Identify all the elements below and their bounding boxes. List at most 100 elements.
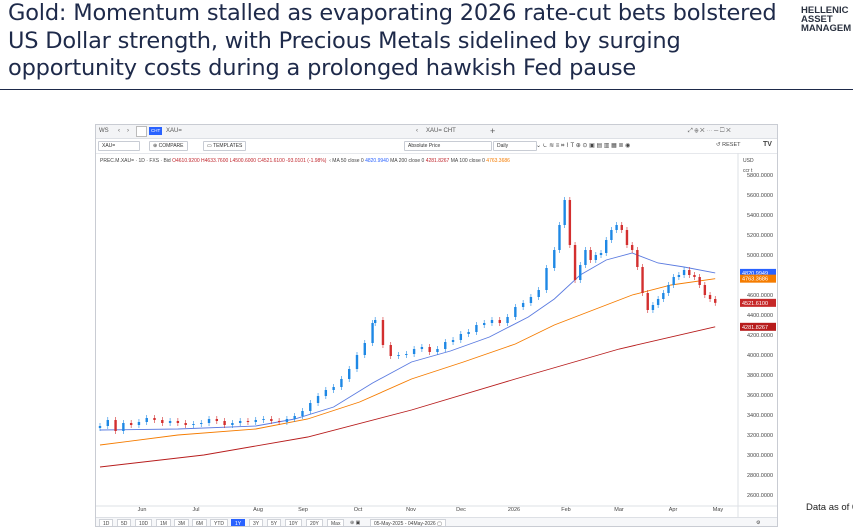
range-button-5y[interactable]: 5Y xyxy=(267,519,282,526)
candle-body xyxy=(98,426,102,428)
app-code: WS xyxy=(99,128,109,134)
candle-body xyxy=(482,323,486,325)
x-tick-label: Oct xyxy=(354,507,363,513)
price-mode-select[interactable]: Absolute Price xyxy=(404,141,492,151)
candle-body xyxy=(389,345,392,356)
candle-body xyxy=(610,230,613,240)
date-range-field[interactable]: 05-May-2025 - 04May-2026 ▢ xyxy=(370,519,446,526)
candle-body xyxy=(301,411,304,416)
reset-button[interactable]: ↺ RESET xyxy=(716,142,741,148)
candle-body xyxy=(168,421,172,423)
price-tag-label: 4281.8267 xyxy=(742,325,768,331)
x-tick-label: Apr xyxy=(669,507,678,513)
candle-body xyxy=(137,422,141,425)
price-tag xyxy=(740,274,776,283)
candle-body xyxy=(467,332,470,334)
y-tick-label: 3600.0000 xyxy=(747,393,773,399)
candle-body xyxy=(332,387,335,390)
candle-body xyxy=(579,265,582,280)
candle-body xyxy=(161,420,164,423)
candle-body xyxy=(270,419,273,421)
series-line-2 xyxy=(99,278,716,446)
legend-series: PREC.M.XAU= · 1D · FXS · Bid xyxy=(100,158,171,164)
templates-button[interactable]: ▭ TEMPLATES xyxy=(203,141,247,151)
tradingview-logo: TV xyxy=(763,141,772,148)
range-button-1y[interactable]: 1Y xyxy=(231,519,246,526)
range-button-1m[interactable]: 1M xyxy=(156,519,171,526)
candle-body xyxy=(277,421,281,422)
range-button-6m[interactable]: 6M xyxy=(192,519,207,526)
price-chart[interactable]: 5800.0000 5600.0000 5400.0000 5200.0000 5000… xyxy=(96,125,778,517)
x-tick-label: Mar xyxy=(614,507,624,513)
candle-body xyxy=(106,420,109,426)
candle-body xyxy=(688,270,691,275)
range-button-max[interactable]: Max xyxy=(327,519,345,526)
legend-ma100-value: 4763.3686 xyxy=(486,158,510,164)
candle-body xyxy=(381,320,385,345)
candle-body xyxy=(630,245,634,250)
range-button-1d[interactable]: 1D xyxy=(99,519,114,526)
price-tag-label: 4763.3686 xyxy=(742,277,768,283)
candle-body xyxy=(662,293,665,299)
x-tick-label: Aug xyxy=(253,507,263,513)
price-tag xyxy=(740,298,776,307)
scale-mode[interactable]: ccr t xyxy=(743,168,753,174)
candle-body xyxy=(615,225,618,230)
title-divider xyxy=(0,89,853,90)
interval-select[interactable]: Daily xyxy=(493,141,537,151)
back-icon[interactable]: ‹ xyxy=(118,128,120,134)
candle-body xyxy=(636,250,639,267)
candle-body xyxy=(490,320,494,323)
templates-label: TEMPLATES xyxy=(213,143,243,149)
candle-body xyxy=(651,305,655,310)
legend-ma50: MA 50 close 0 xyxy=(332,158,364,164)
candle-body xyxy=(599,253,603,255)
dropdown-icon[interactable]: ‹ xyxy=(416,128,418,134)
range-button-10y[interactable]: 10Y xyxy=(285,519,302,526)
y-tick-label: 4400.0000 xyxy=(747,313,773,319)
ticker-search-icon[interactable] xyxy=(136,126,147,137)
candle-body xyxy=(475,325,478,332)
x-tick-label: Feb xyxy=(561,507,570,513)
candle-body xyxy=(667,285,670,293)
new-tab-button[interactable]: + xyxy=(490,126,496,136)
forward-icon[interactable]: › xyxy=(127,128,129,134)
y-tick-label: 5200.0000 xyxy=(747,233,773,239)
compare-button[interactable]: ⊕ COMPARE xyxy=(149,141,188,151)
price-tag xyxy=(740,268,776,277)
ticker-input[interactable]: XAU= xyxy=(166,128,182,134)
candle-body xyxy=(656,299,660,305)
range-button-ytd[interactable]: YTD xyxy=(210,519,228,526)
range-button-3m[interactable]: 3M xyxy=(174,519,189,526)
candle-body xyxy=(176,421,180,423)
price-tag-label: 4820.9949 xyxy=(742,271,768,277)
calendar-icon[interactable]: ⊕ ▣ xyxy=(350,520,361,526)
candle-body xyxy=(444,342,447,349)
candle-body xyxy=(215,419,219,421)
range-button-10d[interactable]: 10D xyxy=(135,519,153,526)
x-tick-label: May xyxy=(713,507,724,513)
candle-body xyxy=(129,423,133,425)
legend-ma100: MA 100 close 0 xyxy=(450,158,485,164)
symbol-field[interactable]: XAU= xyxy=(98,141,140,151)
candle-body xyxy=(363,343,366,355)
candle-body xyxy=(529,297,533,303)
range-button-5d[interactable]: 5D xyxy=(117,519,132,526)
y-tick-label: 4600.0000 xyxy=(747,293,773,299)
range-button-20y[interactable]: 20Y xyxy=(306,519,323,526)
drawing-tools[interactable]: ⌄ ⏾ ≋ ≡ ⌗ ⌇ T ⊕ ⊙ ▣ ▤ ▥ ▦ ≣ ◉ xyxy=(536,143,631,149)
candle-body xyxy=(293,416,296,419)
candle-body xyxy=(420,347,424,349)
candle-body xyxy=(184,423,187,425)
candle-body xyxy=(246,421,250,422)
tab-xau-cht[interactable]: XAU= CHT xyxy=(426,128,456,134)
window-controls[interactable]: ⤢ ⊕ ✕ ⋯ ─ ☐ ✕ xyxy=(688,128,731,134)
y-tick-label: 3000.0000 xyxy=(747,453,773,459)
candle-body xyxy=(646,293,649,310)
candle-body xyxy=(537,290,540,297)
range-button-3y[interactable]: 3Y xyxy=(249,519,264,526)
settings-icon[interactable]: ⚙ xyxy=(756,520,761,526)
chart-window: WS ‹ › CHT XAU= ‹ XAU= CHT + ⤢ ⊕ ✕ ⋯ ─ ☐… xyxy=(95,124,778,527)
x-tick-label: Jul xyxy=(192,507,199,513)
candle-body xyxy=(605,240,608,253)
